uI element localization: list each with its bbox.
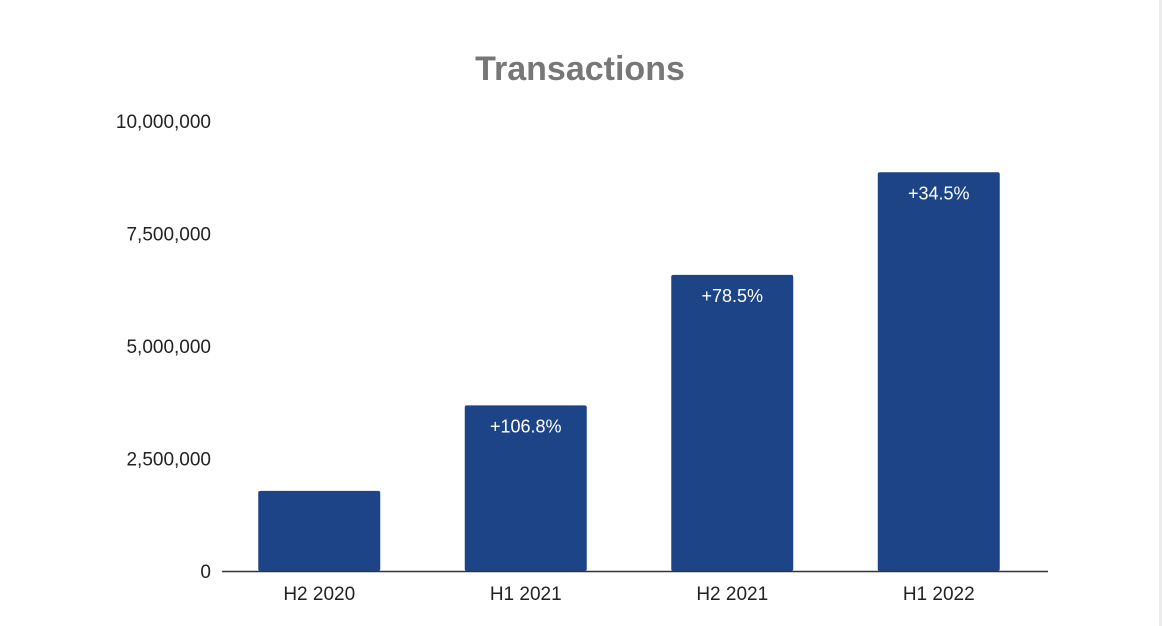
bar xyxy=(464,405,587,571)
bars xyxy=(258,172,1000,572)
bar xyxy=(258,490,381,571)
data-labels: +106.8% +78.5% +34.5% xyxy=(490,183,970,436)
bar-data-label: +78.5% xyxy=(701,286,763,306)
chart-title: Transactions xyxy=(475,50,685,88)
y-tick-label: 2,500,000 xyxy=(126,450,211,471)
y-tick-label: 10,000,000 xyxy=(116,112,211,133)
bar xyxy=(877,172,1000,572)
x-tick-label: H2 2021 xyxy=(696,584,768,605)
y-tick-label: 0 xyxy=(200,562,211,583)
y-tick-label: 7,500,000 xyxy=(126,225,211,246)
x-axis-ticks: H2 2020 H1 2021 H2 2021 H1 2022 xyxy=(283,584,974,605)
bar-data-label: +34.5% xyxy=(908,183,970,203)
bar xyxy=(671,274,794,571)
page-edge-divider xyxy=(1159,0,1162,626)
y-tick-label: 5,000,000 xyxy=(126,337,211,358)
y-axis-ticks: 0 2,500,000 5,000,000 7,500,000 10,000,000 xyxy=(116,112,211,583)
bar-data-label: +106.8% xyxy=(490,416,562,436)
x-tick-label: H1 2022 xyxy=(903,584,975,605)
x-tick-label: H1 2021 xyxy=(490,584,562,605)
x-tick-label: H2 2020 xyxy=(283,584,355,605)
